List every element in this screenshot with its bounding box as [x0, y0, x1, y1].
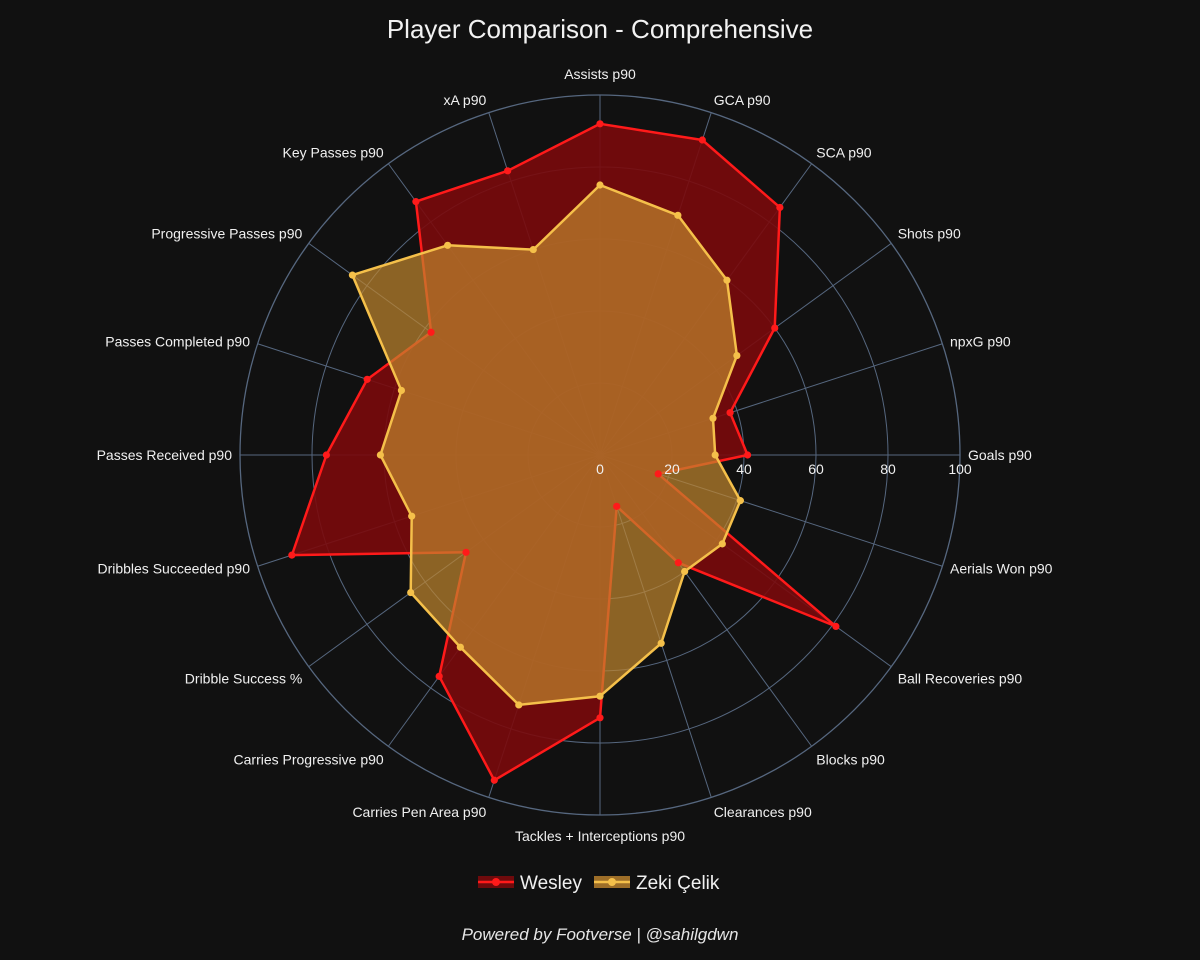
point-zeki-celik-shots-p90[interactable]	[733, 351, 741, 360]
axis-label-carries-pen-area-p90: Carries Pen Area p90	[352, 804, 486, 820]
footer-credit: Powered by Footverse | @sahilgdwn	[462, 925, 739, 944]
point-wesley-key-passes-p90[interactable]	[412, 198, 420, 206]
point-zeki-celik-passes-completed-p90[interactable]	[397, 386, 406, 395]
axis-label-key-passes-p90: Key Passes p90	[283, 144, 384, 160]
point-wesley-npxg-p90[interactable]	[726, 409, 734, 417]
axis-label-tackles-interceptions-p90: Tackles + Interceptions p90	[515, 828, 685, 844]
point-wesley-dribble-success[interactable]	[462, 548, 470, 556]
axis-label-blocks-p90: Blocks p90	[816, 752, 885, 768]
axis-label-gca-p90: GCA p90	[714, 92, 771, 108]
point-wesley-dribbles-succeeded-p90[interactable]	[288, 551, 296, 559]
axis-label-sca-p90: SCA p90	[816, 144, 871, 160]
legend-label-wesley: Wesley	[520, 873, 582, 894]
axis-label-carries-progressive-p90: Carries Progressive p90	[234, 752, 384, 768]
legend-item-zeki-celik[interactable]: Zeki Çelik	[594, 873, 720, 894]
point-wesley-passes-completed-p90[interactable]	[363, 375, 371, 383]
axis-label-dribble-success: Dribble Success %	[185, 670, 303, 686]
legend: Wesley Zeki Çelik	[478, 873, 720, 894]
point-zeki-celik-npxg-p90[interactable]	[709, 414, 717, 422]
point-zeki-celik-sca-p90[interactable]	[723, 276, 731, 284]
point-zeki-celik-goals-p90[interactable]	[711, 451, 719, 459]
point-wesley-goals-p90[interactable]	[744, 451, 752, 459]
series-area-zeki-celik	[351, 183, 742, 707]
point-wesley-clearances-p90[interactable]	[613, 502, 621, 510]
point-zeki-celik-blocks-p90[interactable]	[681, 567, 689, 576]
point-wesley-ball-recoveries-p90[interactable]	[832, 622, 840, 630]
axis-label-passes-received-p90: Passes Received p90	[97, 447, 233, 463]
axis-label-shots-p90: Shots p90	[898, 226, 961, 242]
legend-item-wesley[interactable]: Wesley	[478, 873, 582, 894]
legend-marker-wesley	[492, 878, 500, 886]
point-zeki-celik-aerials-won-p90[interactable]	[736, 497, 744, 505]
axis-label-npxg-p90: npxG p90	[950, 333, 1011, 349]
point-wesley-xa-p90[interactable]	[504, 167, 512, 175]
radial-tick-100: 100	[948, 461, 972, 477]
point-wesley-passes-received-p90[interactable]	[322, 451, 330, 459]
point-wesley-sca-p90[interactable]	[776, 203, 784, 212]
radial-tick-0: 0	[596, 461, 604, 477]
point-zeki-celik-carries-progressive-p90[interactable]	[456, 643, 464, 651]
axis-label-xa-p90: xA p90	[443, 92, 486, 108]
axis-label-dribbles-succeeded-p90: Dribbles Succeeded p90	[97, 561, 250, 577]
radial-tick-labels: 0 20 40 60 80 100	[596, 461, 972, 477]
radial-tick-60: 60	[808, 461, 824, 477]
point-wesley-blocks-p90[interactable]	[674, 559, 682, 567]
point-zeki-celik-passes-received-p90[interactable]	[376, 451, 384, 459]
axis-label-assists-p90: Assists p90	[564, 66, 636, 82]
point-zeki-celik-xa-p90[interactable]	[529, 245, 537, 254]
point-wesley-assists-p90[interactable]	[596, 120, 604, 128]
point-zeki-celik-carries-pen-area-p90[interactable]	[515, 701, 523, 709]
point-wesley-aerials-won-p90[interactable]	[654, 470, 662, 478]
axis-label-progressive-passes-p90: Progressive Passes p90	[151, 226, 302, 242]
point-wesley-progressive-passes-p90[interactable]	[427, 328, 435, 336]
radial-tick-20: 20	[664, 461, 680, 477]
legend-label-zeki-celik: Zeki Çelik	[636, 873, 720, 894]
point-zeki-celik-progressive-passes-p90[interactable]	[348, 271, 357, 279]
axis-label-aerials-won-p90: Aerials Won p90	[950, 561, 1053, 577]
point-wesley-carries-progressive-p90[interactable]	[435, 672, 443, 680]
legend-marker-zeki-celik	[608, 878, 616, 886]
point-wesley-carries-pen-area-p90[interactable]	[490, 776, 498, 784]
point-zeki-celik-key-passes-p90[interactable]	[444, 241, 452, 249]
point-zeki-celik-dribble-success[interactable]	[407, 588, 415, 597]
axis-labels: Goals p90 npxG p90 Shots p90 SCA p90 GCA p90…	[97, 66, 1053, 844]
point-zeki-celik-ball-recoveries-p90[interactable]	[718, 540, 726, 548]
radar-series	[288, 120, 840, 784]
axis-label-clearances-p90: Clearances p90	[714, 804, 812, 820]
radial-tick-40: 40	[736, 461, 752, 477]
axis-label-passes-completed-p90: Passes Completed p90	[105, 333, 250, 349]
axis-label-ball-recoveries-p90: Ball Recoveries p90	[898, 670, 1023, 686]
point-zeki-celik-gca-p90[interactable]	[674, 211, 682, 219]
point-wesley-tackles-interceptions-p90[interactable]	[596, 714, 604, 722]
point-zeki-celik-tackles-interceptions-p90[interactable]	[596, 692, 604, 700]
axis-label-goals-p90: Goals p90	[968, 447, 1032, 463]
point-wesley-shots-p90[interactable]	[771, 324, 779, 332]
point-wesley-gca-p90[interactable]	[698, 136, 706, 144]
point-zeki-celik-dribbles-succeeded-p90[interactable]	[408, 512, 416, 520]
point-zeki-celik-clearances-p90[interactable]	[657, 639, 665, 647]
chart-title: Player Comparison - Comprehensive	[387, 14, 813, 44]
point-zeki-celik-assists-p90[interactable]	[596, 181, 604, 189]
radial-tick-80: 80	[880, 461, 896, 477]
